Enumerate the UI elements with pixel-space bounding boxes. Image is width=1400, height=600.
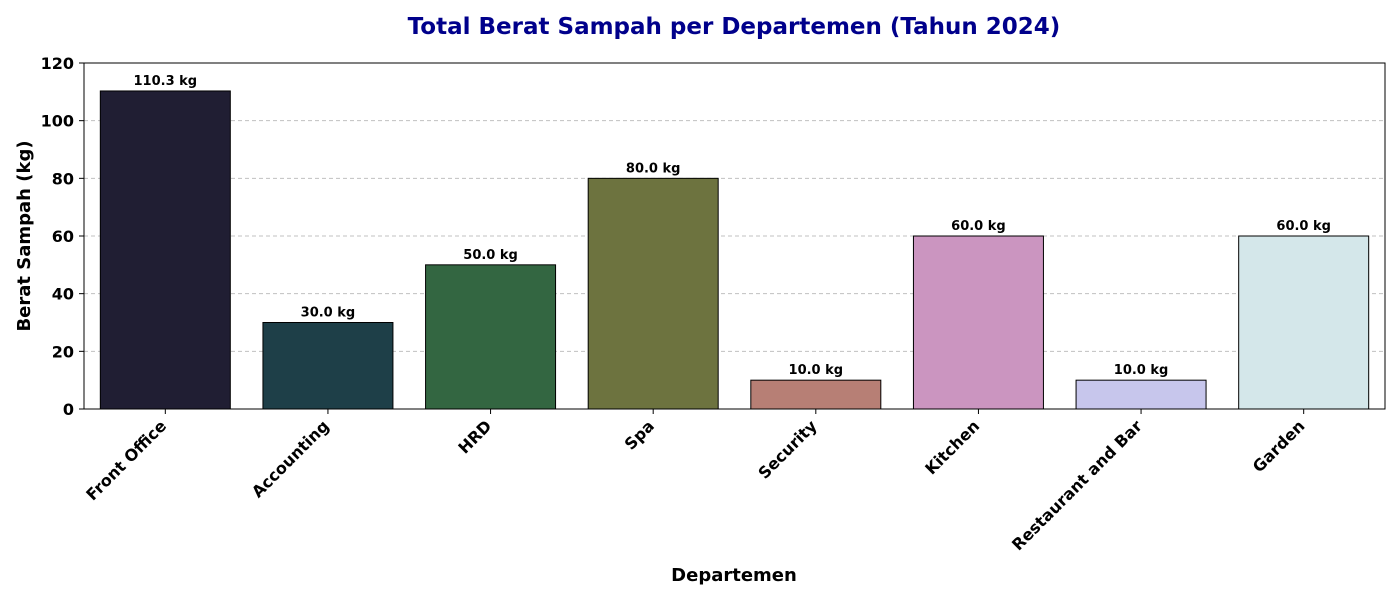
data-labels: 110.3 kg 30.0 kg 50.0 kg 80.0 kg 10.0 kg 60.0… [134,74,1331,378]
x-tick-label: Restaurant and Bar [1008,416,1146,554]
bar-kitchen [912,235,1044,410]
y-axis-label: Berat Sampah (kg) [14,140,35,331]
data-label: 30.0 kg [301,306,356,321]
data-label: 80.0 kg [626,161,681,176]
data-label: 60.0 kg [1276,219,1331,234]
grid-lines [84,120,1385,352]
bars [99,90,1370,410]
bar-security [750,379,882,410]
x-tick-label: HRD [454,416,495,457]
x-axis-ticks: Front Office Accounting HRD Spa Security Kitc… [82,409,1309,554]
bar-hrd [425,264,557,410]
y-tick-label: 40 [52,285,74,304]
data-label: 10.0 kg [1114,363,1169,378]
x-tick-label: Security [754,416,821,483]
y-axis-ticks: 0 20 40 60 80 100 120 [41,54,84,419]
data-label: 60.0 kg [951,219,1006,234]
x-axis-label: Departemen [671,565,797,586]
y-tick-label: 60 [52,227,74,246]
bar-garden [1238,235,1370,410]
bar-front-office [99,90,231,410]
x-tick-label: Front Office [82,416,170,504]
y-tick-label: 120 [41,54,74,73]
data-label: 10.0 kg [789,363,844,378]
x-tick-label: Spa [621,416,658,453]
bar-spa [587,177,719,410]
bar-accounting [262,322,394,410]
x-tick-label: Accounting [248,416,333,501]
x-tick-label: Kitchen [921,416,983,478]
chart-title: Total Berat Sampah per Departemen (Tahun… [408,14,1061,40]
data-label: 50.0 kg [463,248,518,263]
y-tick-label: 80 [52,169,74,188]
x-tick-label: Garden [1249,416,1309,476]
y-tick-label: 0 [63,400,74,419]
y-tick-label: 20 [52,342,74,361]
data-label: 110.3 kg [134,74,198,89]
y-tick-label: 100 [41,112,74,131]
bar-restaurant-and-bar [1075,379,1207,410]
